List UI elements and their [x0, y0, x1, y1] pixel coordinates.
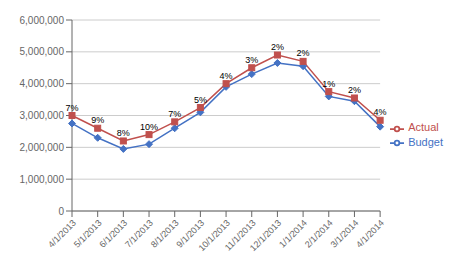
svg-text:3/1/2014: 3/1/2014 — [328, 217, 361, 250]
svg-text:4/1/2013: 4/1/2013 — [46, 217, 78, 250]
svg-text:6/1/2013: 6/1/2013 — [97, 217, 130, 250]
svg-text:10%: 10% — [140, 122, 158, 132]
svg-text:10/1/2013: 10/1/2013 — [196, 217, 232, 254]
svg-text:2%: 2% — [348, 85, 361, 95]
svg-text:2%: 2% — [297, 48, 310, 58]
svg-text:5/1/2013: 5/1/2013 — [71, 217, 104, 250]
svg-text:1/1/2014: 1/1/2014 — [277, 217, 309, 250]
svg-text:4%: 4% — [374, 107, 387, 117]
svg-text:2,000,000: 2,000,000 — [20, 142, 65, 153]
svg-text:3%: 3% — [245, 55, 258, 65]
svg-text:1,000,000: 1,000,000 — [20, 174, 65, 185]
svg-text:5,000,000: 5,000,000 — [20, 46, 65, 57]
svg-text:4/1/2014: 4/1/2014 — [354, 218, 386, 250]
svg-text:3,000,000: 3,000,000 — [20, 110, 65, 121]
svg-text:2/1/2014: 2/1/2014 — [302, 217, 335, 250]
svg-text:8/1/2013: 8/1/2013 — [148, 217, 181, 250]
svg-text:5%: 5% — [194, 95, 207, 105]
svg-text:4%: 4% — [220, 71, 233, 81]
svg-text:1%: 1% — [322, 79, 335, 89]
svg-text:9%: 9% — [91, 115, 104, 125]
svg-text:2%: 2% — [271, 42, 284, 52]
svg-text:8%: 8% — [117, 128, 130, 138]
svg-text:6,000,000: 6,000,000 — [20, 15, 65, 26]
html-text:Actual: Actual — [408, 121, 439, 134]
svg-text:7%: 7% — [65, 103, 78, 113]
html-text:Budget: Budget — [408, 135, 443, 148]
svg-text:7/1/2013: 7/1/2013 — [123, 217, 155, 250]
svg-text:11/1/2013: 11/1/2013 — [222, 217, 258, 253]
svg-text:7%: 7% — [168, 109, 181, 119]
svg-text:4,000,000: 4,000,000 — [20, 78, 65, 89]
svg-text:9/1/2013: 9/1/2013 — [174, 217, 207, 250]
svg-text:0: 0 — [58, 206, 64, 217]
svg-text:12/1/2013: 12/1/2013 — [248, 218, 283, 253]
